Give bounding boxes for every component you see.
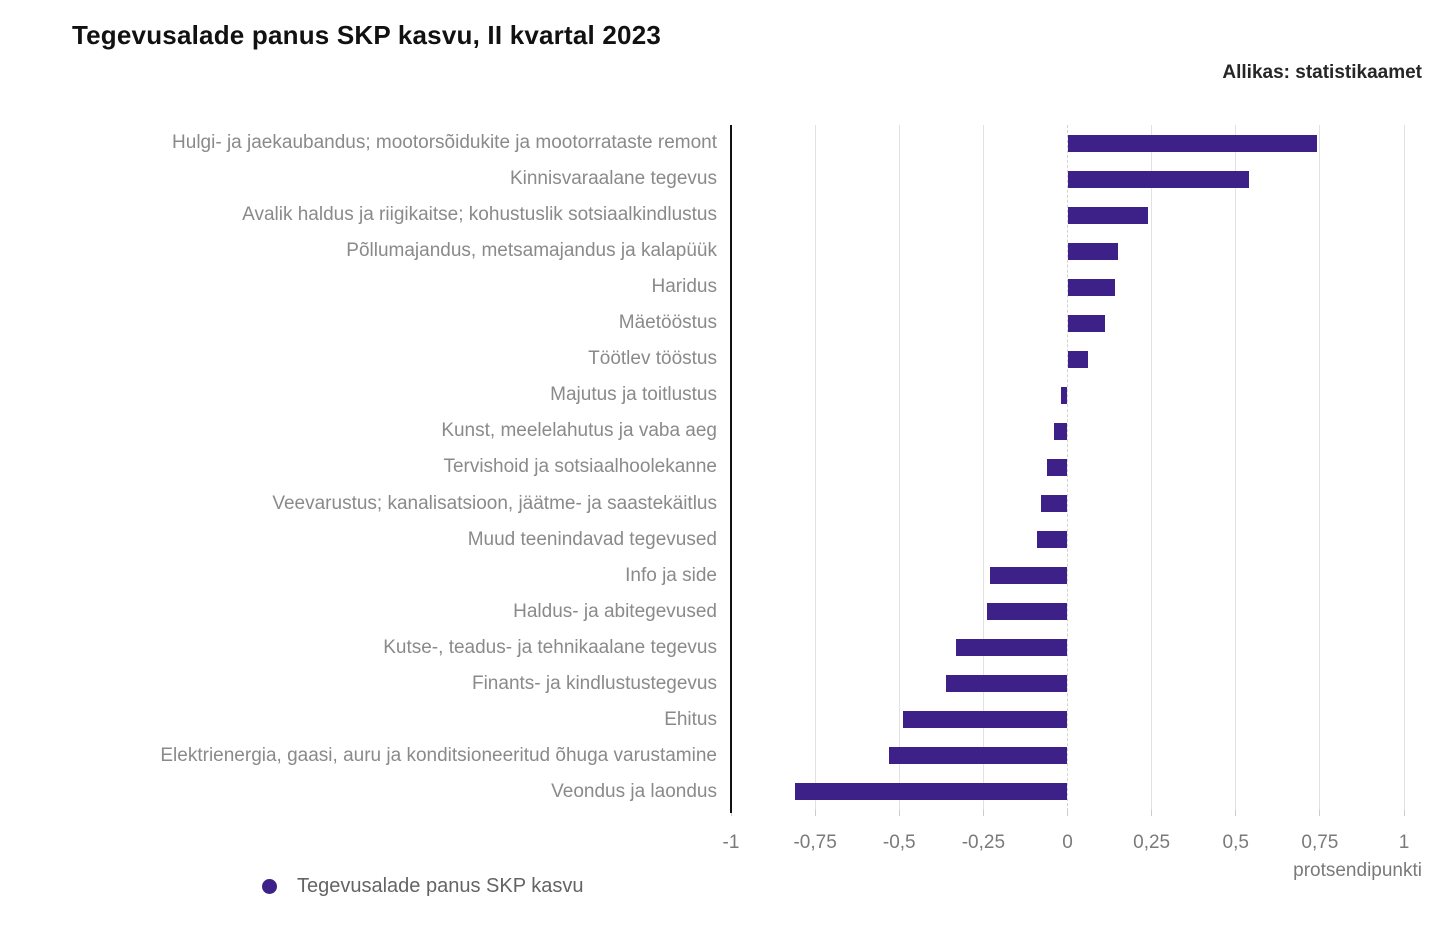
x-axis-tickmark xyxy=(730,810,732,816)
x-axis-tickmark xyxy=(982,810,984,816)
y-axis-line xyxy=(730,125,732,813)
bar xyxy=(986,603,1068,621)
category-label: Elektrienergia, gaasi, auru ja konditsio… xyxy=(160,744,717,766)
bar xyxy=(1040,495,1068,513)
category-label: Haldus- ja abitegevused xyxy=(513,600,717,622)
bar xyxy=(1067,206,1149,224)
bar xyxy=(946,675,1068,693)
category-label: Finants- ja kindlustustegevus xyxy=(471,672,717,694)
category-label: Kunst, meelelahutus ja vaba aeg xyxy=(441,420,717,442)
gridline xyxy=(1235,125,1237,811)
x-axis-tick-label: -0,75 xyxy=(793,832,837,853)
legend-marker-icon xyxy=(262,878,277,894)
category-label: Ehitus xyxy=(664,708,717,730)
category-label: Töötlev tööstus xyxy=(588,348,717,370)
chart-title: Tegevusalade panus SKP kasvu, II kvartal… xyxy=(72,20,662,50)
bar xyxy=(1054,422,1068,440)
category-label: Info ja side xyxy=(625,564,717,586)
bar xyxy=(1067,350,1088,368)
bar xyxy=(1060,386,1068,404)
x-axis-tick-label: -0,5 xyxy=(882,832,916,853)
bar xyxy=(1047,459,1068,476)
category-label: Haridus xyxy=(651,276,717,298)
x-axis-tickmark xyxy=(1319,810,1321,816)
gridline xyxy=(1319,125,1321,811)
source-note: Allikas: statistikaamet xyxy=(1222,62,1422,83)
bar xyxy=(1067,314,1105,332)
category-label: Mäetööstus xyxy=(618,312,717,334)
x-axis-tick-label: -1 xyxy=(722,832,740,853)
category-label: Kutse-, teadus- ja tehnikaalane tegevus xyxy=(383,636,717,658)
category-label: Muud teenindavad tegevused xyxy=(467,528,717,550)
category-label: Hulgi- ja jaekaubandus; mootorsõidukite … xyxy=(172,132,717,153)
bar xyxy=(1067,242,1118,260)
legend-label: Tegevusalade panus SKP kasvu xyxy=(297,874,584,897)
x-axis-tick-label: 0 xyxy=(1062,832,1073,853)
x-axis-tickmark xyxy=(1235,810,1237,816)
x-axis-tickmark xyxy=(898,810,900,816)
x-axis-tickmark xyxy=(1067,810,1068,816)
x-axis-tickmark xyxy=(814,810,816,816)
x-axis-tickmark xyxy=(1151,810,1153,816)
legend: Tegevusalade panus SKP kasvu xyxy=(262,872,584,900)
x-axis-tick-label: 1 xyxy=(1398,832,1410,853)
bar xyxy=(1067,170,1250,188)
bar xyxy=(990,567,1068,585)
gridline xyxy=(982,125,984,811)
bar xyxy=(1067,278,1115,296)
bar xyxy=(902,711,1068,729)
gridline xyxy=(1151,125,1153,811)
category-label: Majutus ja toitlustus xyxy=(550,384,717,406)
x-axis-unit-label: protsendipunkti xyxy=(1293,860,1422,881)
category-label: Veevarustus; kanalisatsioon, jäätme- ja … xyxy=(272,492,717,514)
x-axis-tick-label: 0,25 xyxy=(1133,832,1171,853)
category-label: Põllumajandus, metsamajandus ja kalapüük xyxy=(346,240,717,262)
bar xyxy=(1067,134,1317,152)
gridline xyxy=(898,125,900,811)
gridline xyxy=(1403,125,1405,811)
x-axis-tick-label: -0,25 xyxy=(961,832,1006,853)
zero-gridline xyxy=(1067,125,1069,811)
category-label: Veondus ja laondus xyxy=(551,780,717,802)
gridline xyxy=(814,125,816,811)
bar xyxy=(794,783,1068,801)
x-axis-tick-label: 0,75 xyxy=(1301,832,1339,853)
bar xyxy=(956,639,1068,657)
category-label: Avalik haldus ja riigikaitse; kohustusli… xyxy=(242,204,717,226)
category-label: Tervishoid ja sotsiaalhoolekanne xyxy=(443,456,717,478)
x-axis-tickmark xyxy=(1403,810,1405,816)
bar xyxy=(1037,531,1068,549)
category-label: Kinnisvaraalane tegevus xyxy=(509,168,717,190)
x-axis-tick-label: 0,5 xyxy=(1222,832,1249,853)
bar xyxy=(889,747,1068,765)
